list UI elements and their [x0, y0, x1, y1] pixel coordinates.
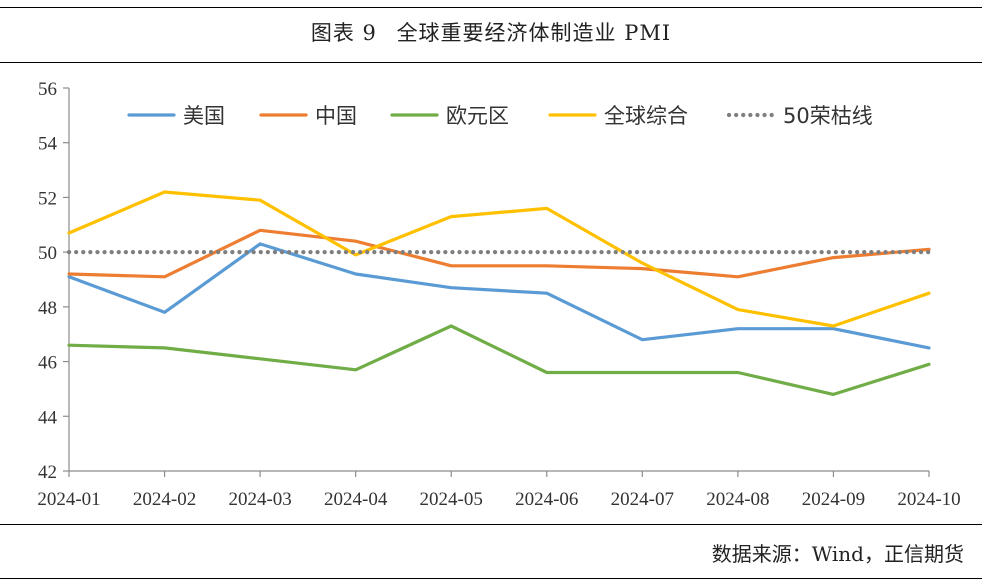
- series-line-eurozone: [67, 324, 931, 396]
- figure-caption: 图表 9 全球重要经济体制造业 PMI: [0, 17, 982, 47]
- x-tick-label: 2024-02: [133, 489, 196, 510]
- x-tick-label: 2024-06: [515, 489, 578, 510]
- series-layer: [66, 190, 932, 396]
- x-tick-label: 2024-09: [802, 489, 865, 510]
- series-line-us: [67, 242, 931, 350]
- legend-label-eurozone: 欧元区: [446, 104, 509, 128]
- figure-label: 图表 9: [310, 21, 377, 45]
- figure-title: 全球重要经济体制造业 PMI: [396, 21, 672, 45]
- y-tick-label: 52: [38, 188, 57, 209]
- data-source: 数据来源：Wind，正信期货: [711, 542, 964, 566]
- title-rule: [0, 62, 982, 63]
- x-tick-label: 2024-10: [897, 489, 960, 510]
- x-tick-label: 2024-08: [706, 489, 769, 510]
- footer-rule: [0, 578, 982, 579]
- y-tick-label: 42: [38, 462, 57, 483]
- legend-label-us: 美国: [183, 104, 225, 128]
- series-line-global: [67, 190, 931, 328]
- y-tick-label: 54: [38, 134, 58, 155]
- x-tick-label: 2024-05: [420, 489, 483, 510]
- y-tick-label: 44: [38, 407, 58, 428]
- legend-label-threshold: 50荣枯线: [783, 104, 873, 128]
- bottom-rule: [0, 524, 982, 525]
- y-tick-label: 56: [38, 79, 57, 100]
- legend-label-global: 全球综合: [604, 104, 688, 128]
- legend-label-china: 中国: [315, 104, 357, 128]
- x-tick-label: 2024-07: [611, 489, 674, 510]
- x-tick-label: 2024-01: [37, 489, 100, 510]
- axes: 42 44 46 48 50 52 54 56 2024-01 2024-02 2024-03 202…: [37, 79, 960, 510]
- y-tick-label: 46: [38, 353, 57, 374]
- y-tick-label: 48: [38, 298, 57, 319]
- top-rule: [0, 7, 982, 8]
- x-tick-label: 2024-03: [228, 489, 291, 510]
- legend: 美国 中国 欧元区 全球综合 50荣枯线: [127, 104, 873, 128]
- x-tick-label: 2024-04: [324, 489, 388, 510]
- y-tick-label: 50: [38, 243, 57, 264]
